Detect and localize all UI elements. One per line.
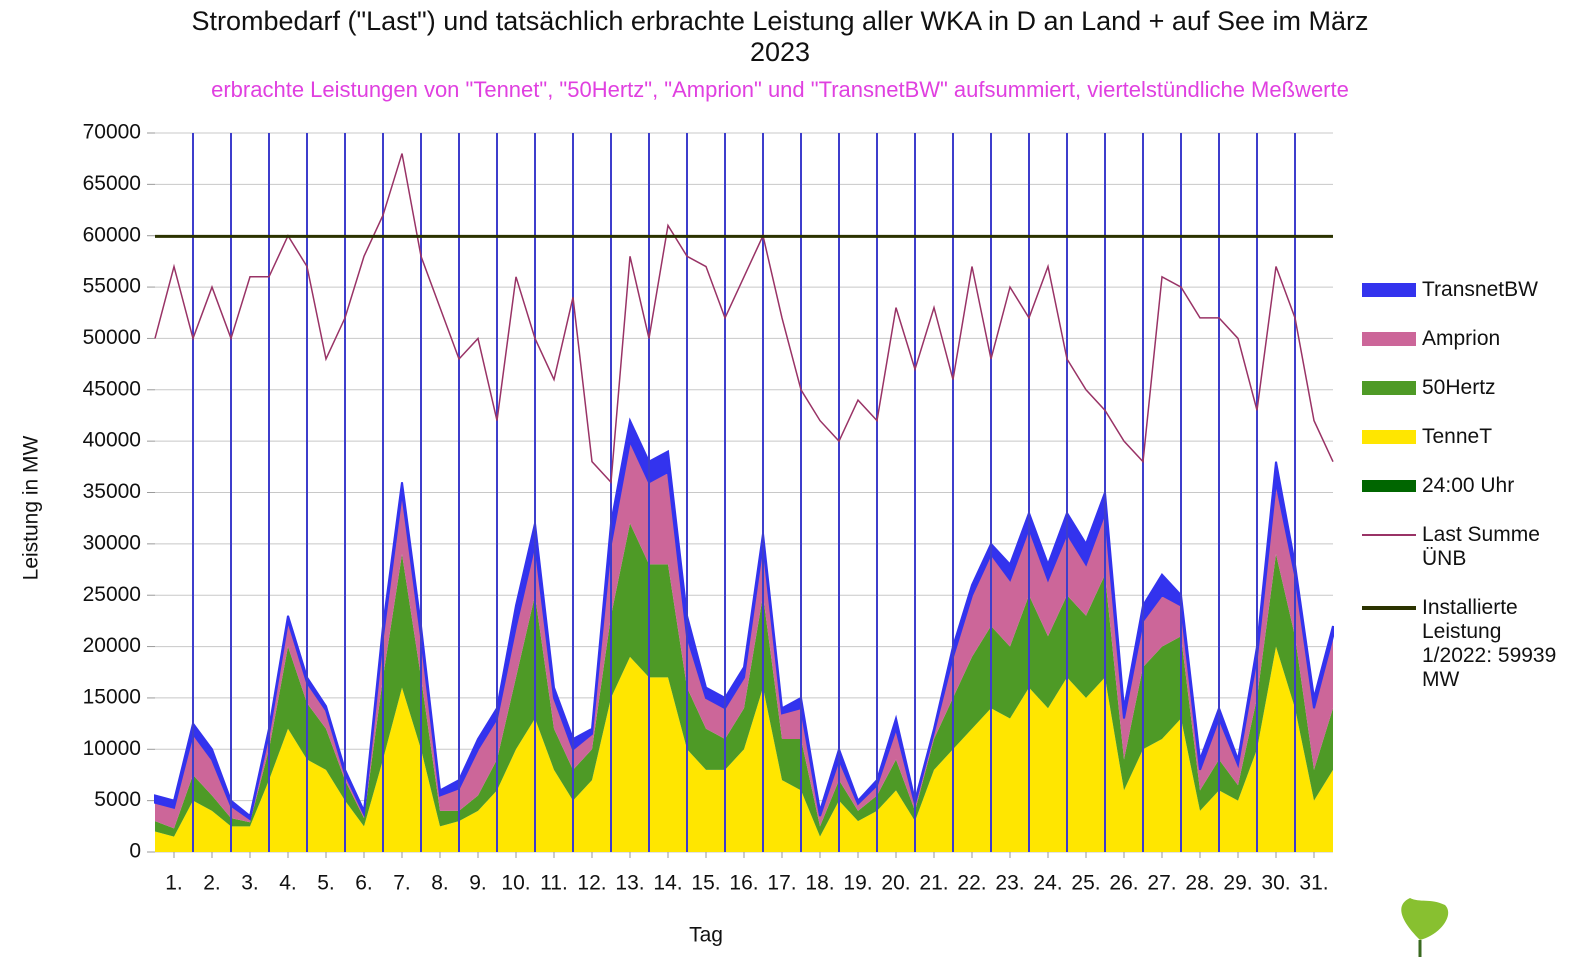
x-tick-label: 9. [469, 872, 487, 895]
x-tick-label: 23. [995, 872, 1024, 895]
x-tick-label: 20. [881, 872, 910, 895]
x-tick-label: 25. [1071, 872, 1100, 895]
y-tick-label: 65000 [83, 172, 141, 195]
y-tick-label: 5000 [94, 788, 141, 811]
legend-swatch [1362, 278, 1416, 302]
x-tick-label: 16. [729, 872, 758, 895]
x-tick-label: 26. [1109, 872, 1138, 895]
legend-swatch [1362, 523, 1416, 547]
legend-swatch [1362, 425, 1416, 449]
x-tick-label: 1. [165, 872, 183, 895]
x-tick-label: 30. [1261, 872, 1290, 895]
x-tick-label: 24. [1033, 872, 1062, 895]
y-tick-label: 70000 [83, 121, 141, 144]
y-tick-label: 35000 [83, 480, 141, 503]
x-tick-label: 2. [203, 872, 221, 895]
x-tick-label: 10. [501, 872, 530, 895]
y-tick-label: 40000 [83, 429, 141, 452]
legend-label: Last Summe ÜNB [1422, 523, 1540, 570]
legend-label: Installierte Leistung 1/2022: 59939 MW [1422, 596, 1557, 691]
legend-label: Amprion [1422, 327, 1501, 350]
y-tick-label: 15000 [83, 685, 141, 708]
legend-label: 24:00 Uhr [1422, 474, 1515, 497]
x-tick-label: 18. [805, 872, 834, 895]
y-tick-label: 10000 [83, 737, 141, 760]
x-tick-label: 19. [843, 872, 872, 895]
x-tick-label: 5. [317, 872, 335, 895]
legend-entry: Installierte Leistung 1/2022: 59939 MW [1362, 596, 1572, 692]
legend-swatch [1362, 327, 1416, 351]
x-tick-label: 31. [1299, 872, 1328, 895]
x-tick-label: 12. [577, 872, 606, 895]
x-tick-label: 3. [241, 872, 259, 895]
legend-entry: Amprion [1362, 327, 1572, 351]
legend-label: 50Hertz [1422, 376, 1496, 399]
x-axis-label: Tag [689, 924, 723, 947]
y-tick-label: 0 [129, 840, 141, 863]
legend-entry: TenneT [1362, 425, 1572, 449]
x-tick-label: 11. [540, 872, 568, 895]
x-tick-label: 17. [767, 872, 796, 895]
x-tick-label: 7. [393, 872, 411, 895]
x-tick-label: 6. [355, 872, 373, 895]
legend-label: TenneT [1422, 425, 1493, 448]
x-tick-label: 15. [691, 872, 720, 895]
x-tick-label: 28. [1185, 872, 1214, 895]
x-tick-label: 8. [431, 872, 449, 895]
x-tick-label: 21. [919, 872, 948, 895]
load-line [154, 153, 1334, 484]
y-tick-label: 55000 [83, 275, 141, 298]
y-tick-label: 20000 [83, 634, 141, 657]
chart-subtitle: erbrachte Leistungen von "Tennet", "50He… [211, 77, 1349, 102]
legend-entry: Last Summe ÜNB [1362, 523, 1572, 571]
y-tick-label: 50000 [83, 326, 141, 349]
x-tick-label: 27. [1147, 872, 1176, 895]
legend-label: TransnetBW [1422, 278, 1538, 301]
chart-title: Strombedarf ("Last") und tatsächlich erb… [191, 6, 1369, 67]
legend-swatch [1362, 376, 1416, 400]
x-tick-label: 13. [615, 872, 644, 895]
logo [1401, 898, 1449, 957]
y-axis-label: Leistung in MW [20, 435, 43, 580]
x-tick-label: 22. [957, 872, 986, 895]
legend-entry: TransnetBW [1362, 278, 1572, 302]
legend-swatch [1362, 474, 1416, 498]
area [155, 523, 1333, 837]
legend: TransnetBW Amprion 50Hertz TenneT 24:00 Uhr L… [1362, 278, 1572, 692]
y-tick-label: 60000 [83, 223, 141, 246]
x-tick-label: 4. [279, 872, 297, 895]
legend-entry: 24:00 Uhr [1362, 474, 1572, 498]
legend-swatch [1362, 596, 1416, 620]
y-tick-label: 45000 [83, 377, 141, 400]
y-tick-label: 25000 [83, 583, 141, 606]
x-tick-label: 29. [1223, 872, 1252, 895]
x-tick-label: 14. [653, 872, 682, 895]
legend-entry: 50Hertz [1362, 376, 1572, 400]
y-tick-label: 30000 [83, 531, 141, 554]
